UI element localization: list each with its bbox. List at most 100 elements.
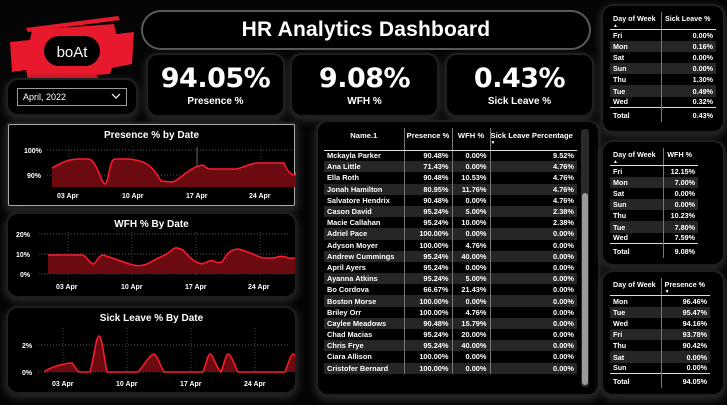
month-dropdown[interactable]: April, 2022	[17, 88, 127, 106]
table-scrollbar[interactable]	[581, 129, 589, 387]
wfh-by-day-table: Day of Week ▲ WFH % Fri 12.15% Mon 7.00% Sat 0…	[610, 148, 698, 258]
table-row[interactable]: Mon 7.00%	[610, 176, 698, 188]
employee-name-cell: Chris Frye	[324, 340, 405, 352]
day-cell: Fri	[610, 165, 665, 177]
table-row[interactable]: Sun 0.00%	[610, 362, 710, 374]
employee-name-cell: Briley Orr	[324, 306, 405, 318]
table-row[interactable]: Tue 95.47%	[610, 306, 710, 318]
column-header-sick-leave[interactable]: Sick Leave %	[661, 12, 716, 30]
table-row[interactable]: Ciara Allison 100.00% 0.00% 0.00%	[324, 351, 577, 363]
column-header-day[interactable]: Day of Week ▲	[610, 12, 662, 30]
table-row[interactable]: Fri 12.15%	[610, 165, 698, 177]
presence-cell: 100.00%	[404, 228, 453, 240]
table-row[interactable]: Macie Callahan 95.24% 10.00% 2.38%	[324, 217, 577, 229]
table-row[interactable]: Thu 90.42%	[610, 340, 710, 352]
sick-leave-cell: 0.00%	[490, 295, 577, 307]
day-cell: Wed	[610, 96, 662, 108]
table-row[interactable]: Mon 96.46%	[610, 295, 710, 307]
svg-text:90%: 90%	[27, 173, 42, 180]
employee-name-cell: Jonah Hamilton	[324, 183, 405, 195]
column-header-day[interactable]: Day of Week	[610, 278, 662, 296]
sick-leave-cell: 4.76%	[490, 172, 577, 184]
svg-text:24 Apr: 24 Apr	[248, 284, 270, 291]
table-row[interactable]: Sat 0.00%	[610, 51, 716, 64]
sick-leave-cell: 0.00%	[490, 284, 577, 296]
sick-leave-by-date-chart[interactable]: Sick Leave % By Date 2% 0% 03 Apr 10 Apr…	[8, 308, 295, 392]
presence-cell: 95.24%	[404, 217, 453, 229]
employee-name-cell: Ella Roth	[324, 172, 405, 184]
scrollbar-thumb[interactable]	[582, 193, 588, 385]
value-cell: 0.00%	[663, 187, 698, 200]
wfh-cell: 10.00%	[452, 217, 491, 229]
table-row[interactable]: Thu 1.30%	[610, 74, 716, 86]
sick-leave-cell: 0.00%	[490, 340, 577, 352]
employee-name-cell: Cristofer Bernard	[324, 362, 405, 374]
employee-name-cell: Macie Callahan	[324, 217, 405, 229]
table-row[interactable]: Wed 0.32%	[610, 96, 716, 108]
table-row[interactable]: Sat 0.00%	[610, 351, 710, 363]
presence-by-date-chart[interactable]: Presence % by Date 100% 90% 03 Apr 10 Ap…	[8, 124, 296, 206]
table-row[interactable]: Caylee Meadows 90.48% 15.79% 0.00%	[324, 317, 577, 329]
table-row[interactable]: Chris Frye 95.24% 40.00% 0.00%	[324, 340, 577, 352]
column-header-day[interactable]: Day of Week ▲	[610, 148, 665, 166]
table-row[interactable]: Cason David 95.24% 5.00% 2.38%	[324, 205, 577, 218]
table-row[interactable]: Bo Cordova 66.67% 21.43% 0.00%	[324, 284, 577, 296]
column-header-name[interactable]: Name.1	[324, 128, 405, 151]
sick-leave-cell: 4.76%	[490, 183, 577, 195]
table-row[interactable]: Sat 0.00%	[610, 187, 698, 200]
table-row[interactable]: Fri 93.78%	[610, 329, 710, 341]
table-row[interactable]: Mckayla Parker 90.48% 0.00% 9.52%	[324, 150, 577, 162]
table-row[interactable]: Ana Little 71.43% 0.00% 4.76%	[324, 161, 577, 173]
table-row[interactable]: Cristofer Bernard 100.00% 0.00% 0.00%	[324, 362, 577, 374]
table-row[interactable]: Boston Morse 100.00% 0.00% 0.00%	[324, 295, 577, 307]
table-row[interactable]: Wed 7.59%	[610, 232, 698, 244]
table-row[interactable]: Thu 10.23%	[610, 210, 698, 222]
day-cell: Fri	[610, 29, 662, 41]
table-row[interactable]: Sun 0.00%	[610, 199, 698, 211]
sick-leave-cell: 2.38%	[490, 205, 577, 218]
column-header-wfh[interactable]: WFH %	[663, 148, 698, 166]
wfh-by-date-chart[interactable]: WFH % By Date 20% 10% 0% 03 Apr 10 Apr 1…	[8, 214, 295, 296]
column-header-presence[interactable]: Presence % ▼	[661, 278, 710, 296]
wfh-cell: 4.76%	[452, 306, 491, 318]
table-row[interactable]: Ella Roth 90.48% 10.53% 4.76%	[324, 172, 577, 184]
svg-text:24 Apr: 24 Apr	[249, 193, 271, 200]
kpi-value: 0.43%	[473, 62, 566, 94]
presence-cell: 80.95%	[404, 183, 453, 195]
kpi-value: 9.08%	[318, 62, 411, 94]
table-row[interactable]: April Ayers 95.24% 0.00% 0.00%	[324, 261, 577, 274]
table-row[interactable]: Ayanna Atkins 95.24% 5.00% 0.00%	[324, 273, 577, 285]
presence-cell: 100.00%	[404, 306, 453, 318]
svg-text:10 Apr: 10 Apr	[116, 381, 138, 388]
column-header-presence[interactable]: Presence %	[404, 128, 453, 151]
column-header-sick-leave[interactable]: Sick Leave Percentage ▼	[490, 128, 577, 151]
table-row[interactable]: Chad Macias 95.24% 20.00% 0.00%	[324, 329, 577, 341]
day-cell: Mon	[610, 40, 662, 52]
title-banner: HR Analytics Dashboard	[141, 10, 591, 50]
wfh-cell: 0.00%	[452, 150, 491, 162]
table-row[interactable]: Jonah Hamilton 80.95% 11.76% 4.76%	[324, 183, 577, 195]
table-row[interactable]: Tue 7.80%	[610, 221, 698, 233]
table-row[interactable]: Mon 0.16%	[610, 40, 716, 52]
wfh-cell: 5.00%	[452, 273, 491, 285]
svg-text:17 Apr: 17 Apr	[186, 193, 208, 200]
employee-name-cell: Ayanna Atkins	[324, 273, 405, 285]
table-row[interactable]: Fri 0.00%	[610, 29, 716, 41]
day-cell: Thu	[610, 74, 662, 86]
wfh-cell: 40.00%	[452, 340, 491, 352]
value-cell: 0.32%	[661, 96, 716, 108]
table-row[interactable]: Andrew Cummings 95.24% 40.00% 0.00%	[324, 250, 577, 262]
table-row[interactable]: Adriel Pace 100.00% 0.00% 0.00%	[324, 228, 577, 240]
table-row[interactable]: Sun 0.00%	[610, 63, 716, 75]
svg-text:17 Apr: 17 Apr	[180, 381, 202, 388]
table-row[interactable]: Adyson Moyer 100.00% 4.76% 0.00%	[324, 239, 577, 251]
svg-text:03 Apr: 03 Apr	[52, 381, 74, 388]
employee-name-cell: Mckayla Parker	[324, 150, 405, 162]
column-header-wfh[interactable]: WFH %	[452, 128, 491, 151]
table-row[interactable]: Tue 0.49%	[610, 85, 716, 97]
day-cell: Sun	[610, 199, 665, 211]
table-row[interactable]: Salvatore Hendrix 90.48% 0.00% 4.76%	[324, 194, 577, 206]
svg-text:boAt: boAt	[57, 44, 89, 61]
table-row[interactable]: Wed 94.16%	[610, 317, 710, 330]
table-row[interactable]: Briley Orr 100.00% 4.76% 0.00%	[324, 306, 577, 318]
